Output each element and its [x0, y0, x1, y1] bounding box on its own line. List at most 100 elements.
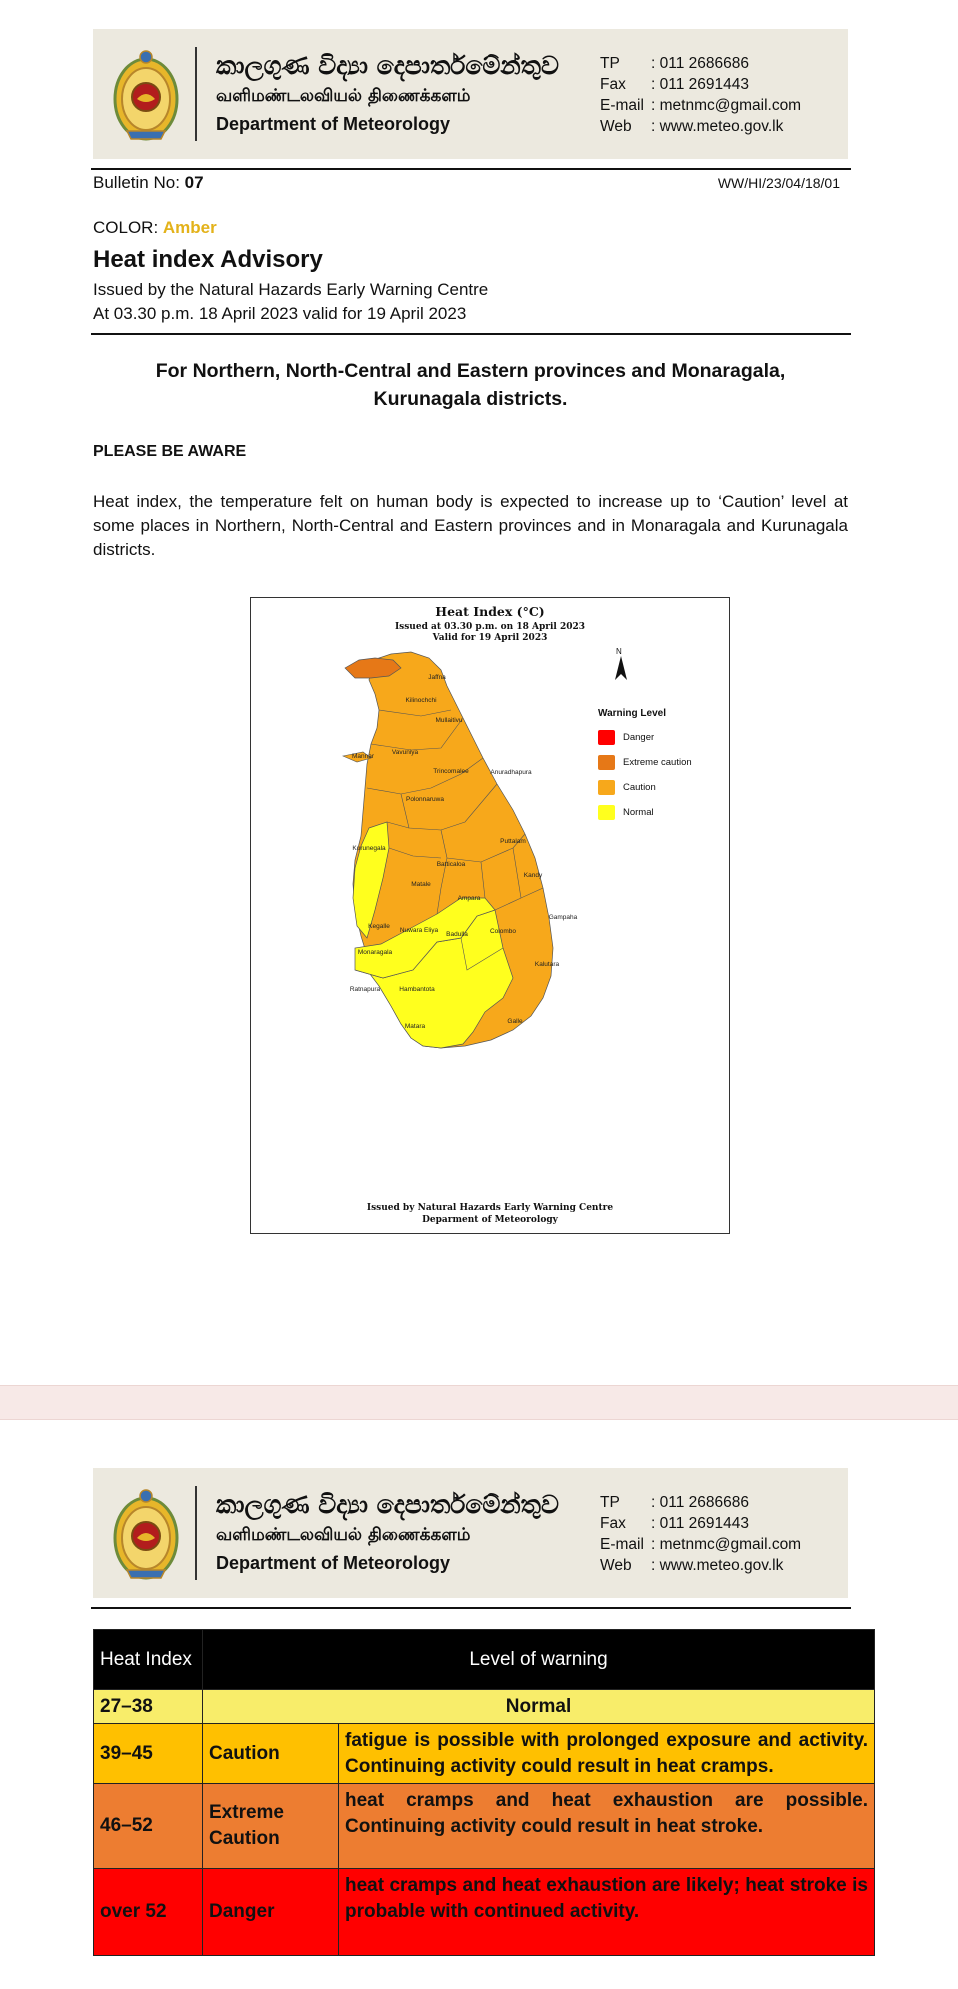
color-value: Amber — [162, 218, 217, 237]
district-label-kurunegala: Kurunegala — [352, 845, 386, 852]
department-names: කාලගුණ විද්‍යා දෙපාර්තමේන්තුව வளிமண்டலவி… — [216, 49, 559, 139]
department-name-tamil: வளிமண்டலவியல் திணைக்களம் — [216, 1525, 471, 1545]
heat-index-map: Heat Index (°C) Issued at 03.30 p.m. on … — [250, 597, 730, 1234]
bulletin-page-1: කාලගුණ විද්‍යා දෙපාර්තමේන්තුව வளிமண்டலவி… — [91, 29, 851, 1234]
letterhead: කාලගුණ විද්‍යා දෙපාර්තමේන්තුව வளிமண்டலவி… — [93, 29, 848, 159]
letterhead: කාලගුණ විද්‍යා දෙපාර්තමේන්තුව வளிமண்டலவி… — [93, 1468, 848, 1598]
level-caution: Caution — [202, 1723, 339, 1784]
district-label-ratnapura: Ratnapura — [350, 986, 381, 993]
district-label-kilinochchi: Kilinochchi — [405, 697, 436, 704]
bulletin-number: Bulletin No: 07 — [93, 173, 204, 192]
bulletin-reference: WW/HI/23/04/18/01 — [717, 175, 840, 191]
district-label-kalutara: Kalutara — [535, 961, 560, 968]
map-region-normal-central — [354, 897, 496, 979]
table-row-danger: over 52 Danger heat cramps and heat exha… — [93, 1868, 875, 1956]
issued-at: At 03.30 p.m. 18 April 2023 valid for 19… — [93, 304, 467, 323]
legend-swatch-extreme-caution — [598, 755, 615, 770]
contact-fax: Fax: 011 2691443 — [600, 1515, 749, 1532]
legend-title: Warning Level — [598, 708, 666, 719]
contact-email: E-mail: metnmc@gmail.com — [600, 1536, 802, 1553]
department-name-tamil: வளிமண்டலவியல் திணைக்களம் — [216, 86, 471, 106]
affected-areas: For Northern, North-Central and Eastern … — [155, 360, 786, 410]
issued-by: Issued by the Natural Hazards Early Warn… — [93, 280, 489, 299]
national-emblem-icon — [113, 1489, 179, 1580]
contact-web: Web: www.meteo.gov.lk — [600, 118, 784, 135]
bulletin-page-2: කාලගුණ විද්‍යා දෙපාර්තමේන්තුව வளிமண்டலவி… — [0, 1420, 958, 1989]
department-names: කාලගුණ විද්‍යා දෙපාර්තමේන්තුව வளிமண்டலவி… — [216, 1488, 559, 1578]
table-header-row: Heat Index Level of warning — [93, 1629, 875, 1690]
map-region-mannar-island — [341, 751, 372, 763]
legend-item-extreme-caution: Extreme caution — [598, 750, 692, 775]
district-label-galle: Galle — [507, 1018, 523, 1025]
district-label-matale: Matale — [411, 881, 431, 888]
contact-info: TP: 011 2686686 Fax: 011 2691443 E-mail:… — [600, 1492, 801, 1576]
district-label-puttalam: Puttalam — [500, 838, 526, 845]
legend-swatch-danger — [598, 730, 615, 745]
department-name-english: Department of Meteorology — [216, 1553, 451, 1573]
north-label: N — [616, 647, 622, 656]
district-label-mullaitivu: Mullaitivu — [435, 717, 462, 724]
range-danger: over 52 — [93, 1868, 203, 1956]
district-label-kandy: Kandy — [524, 872, 543, 879]
issued-info: Issued by the Natural Hazards Early Warn… — [93, 278, 488, 326]
legend-swatch-normal — [598, 805, 615, 820]
district-label-jaffna: Jaffna — [428, 674, 446, 681]
page-separator — [0, 1385, 958, 1420]
heat-index-warning-table: Heat Index Level of warning 27–38 Normal… — [93, 1629, 875, 1956]
range-extreme-caution: 46–52 — [93, 1783, 203, 1869]
table-row-extreme-caution: 46–52 Extreme Caution heat cramps and he… — [93, 1783, 875, 1869]
contact-email: E-mail: metnmc@gmail.com — [600, 97, 802, 114]
map-legend: Warning Level Danger Extreme caution Cau… — [598, 708, 692, 825]
district-label-monaragala: Monaragala — [358, 949, 393, 956]
district-label-ampara: Ampara — [458, 895, 481, 902]
district-label-matara: Matara — [405, 1023, 426, 1030]
range-normal: 27–38 — [93, 1689, 203, 1724]
description-extreme-caution: heat cramps and heat exhaustion are poss… — [338, 1783, 875, 1869]
map-issued: Issued at 03.30 p.m. on 18 April 2023 — [394, 622, 586, 632]
advisory-title: Heat index Advisory — [93, 246, 323, 273]
level-danger: Danger — [202, 1868, 339, 1956]
header-rule — [91, 168, 851, 170]
district-label-gampaha: Gampaha — [549, 914, 578, 921]
district-label-hambantota: Hambantota — [399, 986, 435, 993]
district-label-trincomalee: Trincomalee — [433, 768, 469, 775]
map-region-jaffna — [344, 657, 402, 679]
letterhead-divider — [195, 1486, 197, 1580]
header-rule — [91, 1607, 851, 1609]
map-title: Heat Index (°C) — [435, 604, 545, 619]
district-label-colombo: Colombo — [490, 928, 516, 935]
department-name-sinhala: කාලගුණ විද්‍යා දෙපාර්තමේන්තුව — [216, 51, 559, 80]
sri-lanka-map: Jaffna Kilinochchi Mullaitivu Mannar Vavuniy… — [341, 651, 578, 1049]
description-caution: fatigue is possible with prolonged expos… — [338, 1723, 875, 1784]
department-name-sinhala: කාලගුණ විද්‍යා දෙපාර්තමේන්තුව — [216, 1490, 559, 1519]
district-label-batticaloa: Batticaloa — [437, 861, 466, 868]
legend-item-caution: Caution — [598, 775, 692, 800]
district-label-anuradhapura: Anuradhapura — [490, 769, 532, 776]
district-label-badulla: Badulla — [446, 931, 468, 938]
description-danger: heat cramps and heat exhaustion are like… — [338, 1868, 875, 1956]
table-row-normal: 27–38 Normal — [93, 1689, 875, 1724]
advisory-paragraph: Heat index, the temperature felt on huma… — [93, 492, 848, 559]
legend-swatch-caution — [598, 780, 615, 795]
title-rule — [91, 333, 851, 335]
district-label-kegalle: Kegalle — [368, 923, 390, 930]
district-label-polonnaruwa: Polonnaruwa — [406, 796, 444, 803]
legend-item-danger: Danger — [598, 725, 692, 750]
north-arrow-icon — [615, 656, 627, 680]
range-caution: 39–45 — [93, 1723, 203, 1784]
level-normal: Normal — [202, 1689, 875, 1724]
header-level-of-warning: Level of warning — [202, 1629, 875, 1690]
district-label-vavuniya: Vavuniya — [392, 749, 419, 756]
map-valid: Valid for 19 April 2023 — [432, 633, 548, 643]
contact-phone: TP: 011 2686686 — [600, 55, 749, 72]
level-extreme-caution: Extreme Caution — [202, 1783, 339, 1869]
district-label-mannar: Mannar — [352, 753, 375, 760]
header-heat-index: Heat Index — [93, 1629, 203, 1690]
aware-heading: PLEASE BE AWARE — [93, 443, 247, 460]
department-name-english: Department of Meteorology — [216, 114, 451, 134]
legend-item-normal: Normal — [598, 800, 692, 825]
contact-phone: TP: 011 2686686 — [600, 1494, 749, 1511]
map-region-normal-puttalam — [352, 821, 390, 939]
contact-info: TP: 011 2686686 Fax: 011 2691443 E-mail:… — [600, 53, 801, 137]
contact-web: Web: www.meteo.gov.lk — [600, 1557, 784, 1574]
